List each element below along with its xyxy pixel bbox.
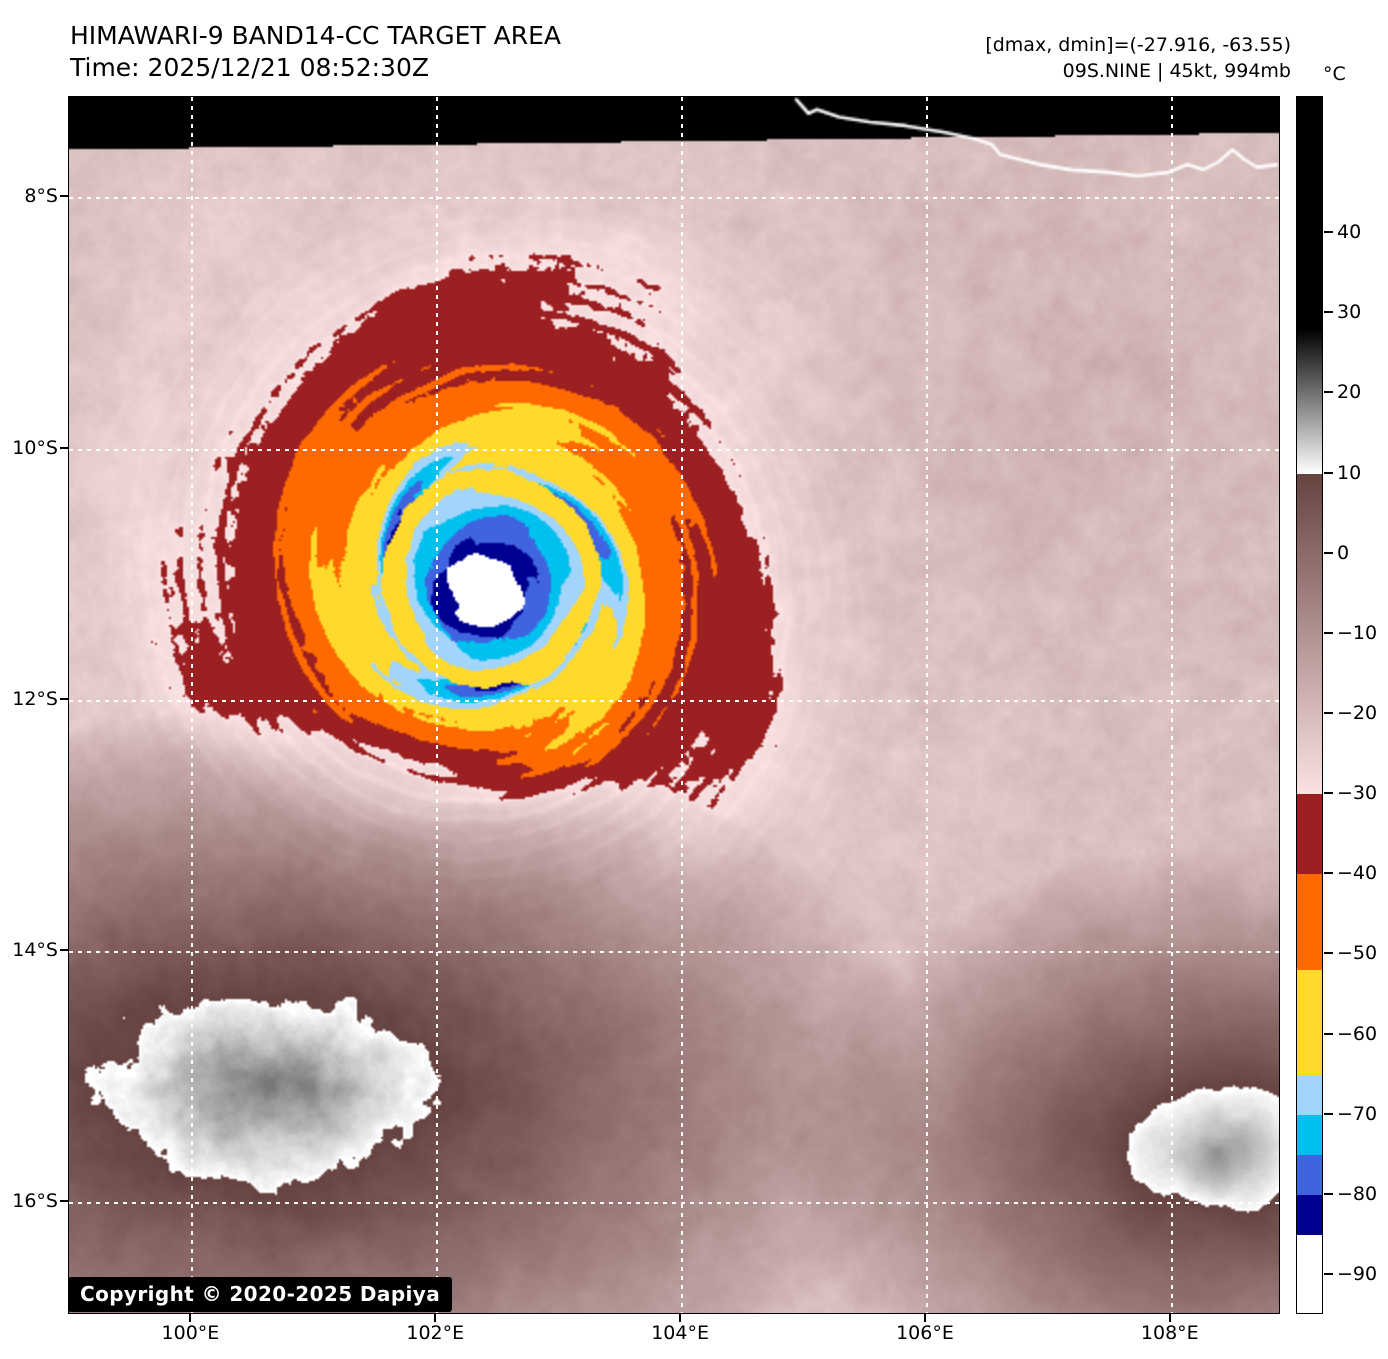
colorbar-tick-mark — [1324, 1272, 1333, 1275]
colorbar-tick-mark — [1324, 631, 1333, 634]
latitude-tick-mark — [60, 948, 68, 951]
latitude-tick-mark — [60, 1199, 68, 1202]
colorbar-tick-mark — [1324, 311, 1333, 314]
colorbar-tick-label: 40 — [1337, 221, 1362, 244]
temperature-colorbar — [1296, 96, 1323, 1314]
latitude-tick-mark — [60, 446, 68, 449]
colorbar-tick-mark — [1324, 551, 1333, 554]
colorbar-tick-label: −90 — [1337, 1262, 1378, 1285]
satellite-image-plot — [68, 96, 1280, 1314]
latitude-tick-mark — [60, 697, 68, 700]
longitude-tick-mark — [434, 1314, 437, 1322]
colorbar-segment — [1297, 473, 1322, 795]
colorbar-tick-mark — [1324, 1192, 1333, 1195]
longitude-tick-label: 106°E — [896, 1322, 954, 1344]
copyright-notice: Copyright © 2020-2025 Dapiya — [68, 1277, 453, 1312]
longitude-tick-label: 108°E — [1140, 1322, 1199, 1344]
satellite-imagery-canvas — [69, 97, 1279, 1313]
colorbar-units-label: °C — [1323, 63, 1346, 85]
colorbar-tick-mark — [1324, 1112, 1333, 1115]
colorbar-tick-mark — [1324, 1032, 1333, 1035]
colorbar-segment — [1297, 1114, 1322, 1156]
longitude-tick-label: 102°E — [406, 1322, 465, 1344]
colorbar-tick-mark — [1324, 712, 1333, 714]
colorbar-tick-mark — [1324, 792, 1333, 795]
storm-info-label: 09S.NINE | 45kt, 994mb — [1062, 60, 1291, 82]
colorbar-tick-label: −50 — [1337, 942, 1378, 965]
colorbar-segment — [1297, 794, 1322, 875]
colorbar-tick-mark — [1324, 872, 1333, 875]
colorbar-segment — [1297, 1154, 1322, 1196]
page-title: HIMAWARI-9 BAND14-CC TARGET AREA — [70, 21, 562, 50]
colorbar-segment — [1297, 329, 1322, 475]
longitude-tick-mark — [1168, 1314, 1171, 1322]
latitude-tick-label: 14°S — [12, 938, 58, 961]
colorbar-tick-mark — [1324, 391, 1333, 394]
colorbar-tick-label: −80 — [1337, 1182, 1378, 1205]
title-block: HIMAWARI-9 BAND14-CC TARGET AREA Time: 2… — [70, 20, 561, 84]
longitude-tick-label: 100°E — [161, 1322, 220, 1344]
longitude-tick-mark — [679, 1314, 682, 1322]
latitude-tick-label: 16°S — [12, 1189, 58, 1212]
colorbar-segment — [1297, 1194, 1322, 1236]
colorbar-tick-label: 20 — [1337, 381, 1362, 404]
latitude-tick-mark — [60, 195, 68, 198]
colorbar-tick-label: 0 — [1337, 541, 1350, 564]
colorbar-tick-label: −70 — [1337, 1102, 1378, 1125]
colorbar-tick-label: −30 — [1337, 782, 1378, 805]
colorbar-tick-label: −20 — [1337, 702, 1378, 724]
colorbar-tick-label: −60 — [1337, 1022, 1378, 1045]
data-range-label: [dmax, dmin]=(-27.916, -63.55) — [985, 34, 1291, 56]
colorbar-tick-label: 10 — [1337, 461, 1362, 484]
metadata-block: [dmax, dmin]=(-27.916, -63.55) 09S.NINE … — [985, 32, 1291, 84]
colorbar-segment — [1297, 970, 1322, 1076]
colorbar-segment — [1297, 97, 1322, 330]
latitude-tick-label: 12°S — [12, 687, 58, 710]
colorbar-segment — [1297, 1234, 1322, 1313]
colorbar-tick-label: −10 — [1337, 621, 1378, 644]
longitude-tick-mark — [923, 1314, 926, 1322]
colorbar-tick-mark — [1324, 471, 1333, 474]
colorbar-tick-label: −40 — [1337, 862, 1378, 885]
latitude-tick-label: 8°S — [24, 185, 58, 208]
colorbar-tick-label: 30 — [1337, 301, 1362, 324]
colorbar-segment — [1297, 1074, 1322, 1116]
colorbar-segment — [1297, 874, 1322, 972]
colorbar-tick-mark — [1324, 952, 1333, 955]
longitude-tick-label: 104°E — [651, 1322, 709, 1344]
latitude-tick-label: 10°S — [12, 436, 58, 459]
colorbar-tick-mark — [1324, 231, 1333, 234]
longitude-tick-mark — [189, 1314, 192, 1322]
timestamp-label: Time: 2025/12/21 08:52:30Z — [70, 53, 429, 82]
